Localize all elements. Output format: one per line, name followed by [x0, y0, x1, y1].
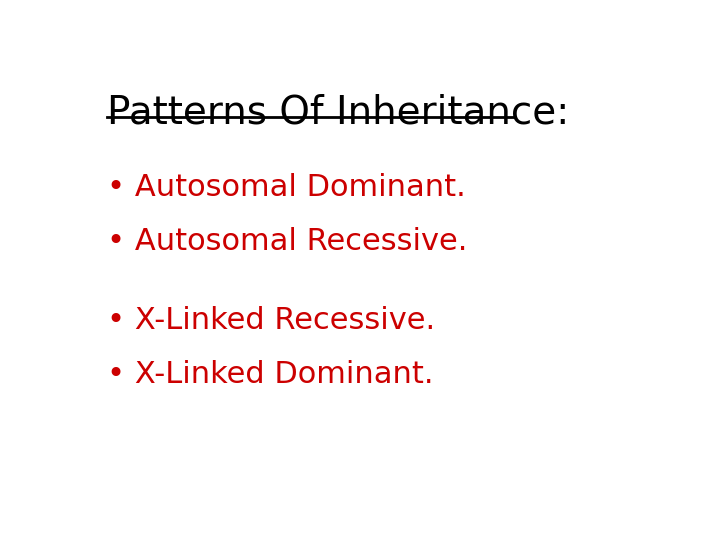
Text: • Autosomal Recessive.: • Autosomal Recessive. [107, 227, 467, 256]
Text: • X-Linked Dominant.: • X-Linked Dominant. [107, 360, 433, 389]
Text: Patterns Of Inheritance:: Patterns Of Inheritance: [107, 94, 569, 132]
Text: • Autosomal Dominant.: • Autosomal Dominant. [107, 173, 466, 202]
Text: • X-Linked Recessive.: • X-Linked Recessive. [107, 306, 435, 335]
